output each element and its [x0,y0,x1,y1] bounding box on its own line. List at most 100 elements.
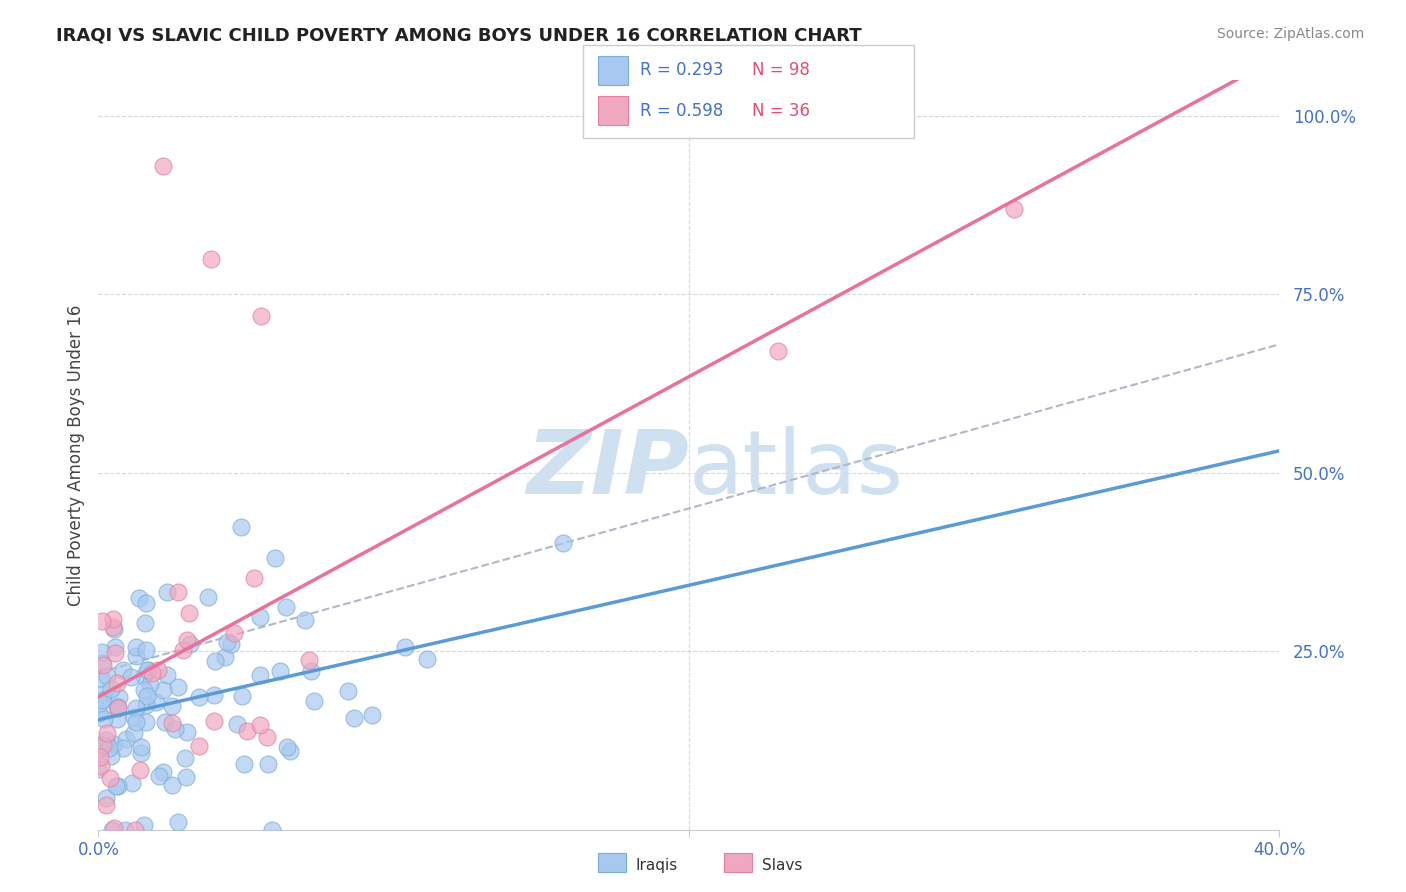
Point [177,606,200,620]
Point [103,622,125,636]
Point [235,723,257,738]
Point [132,682,155,697]
Point [89,741,111,756]
Point [107,780,129,794]
Point [105,700,128,714]
Point [105,676,128,690]
Point [100,749,122,764]
Point [120,670,142,684]
Point [103,737,125,751]
Point [103,822,125,836]
Point [166,815,188,830]
Point [96,668,118,682]
Point [152,683,174,698]
Point [221,637,243,651]
Point [174,770,197,784]
Point [90,758,112,772]
Point [200,252,222,266]
Point [148,769,170,783]
Point [128,591,150,605]
Point [551,536,574,550]
Point [298,653,321,667]
Text: atlas: atlas [689,426,904,514]
Point [243,571,266,585]
Point [416,652,439,666]
Point [103,619,125,633]
Point [103,640,125,655]
Point [111,741,134,756]
Point [257,756,280,771]
Point [94,733,117,747]
Point [215,635,238,649]
Point [122,726,145,740]
Point [91,657,114,671]
Point [134,818,156,832]
Point [274,599,297,614]
Point [124,822,146,837]
Point [294,613,316,627]
Point [90,692,112,706]
Point [87,706,110,720]
Point [129,763,152,777]
Point [124,649,146,664]
Point [89,750,111,764]
Point [134,669,156,683]
Point [336,683,359,698]
Point [197,590,219,604]
Text: Iraqis: Iraqis [636,858,678,872]
Point [104,646,127,660]
Point [176,724,198,739]
Point [394,640,416,655]
Point [105,712,128,726]
Point [114,822,136,837]
Point [278,744,301,758]
Point [97,741,120,756]
Point [136,689,159,703]
Point [299,664,322,678]
Point [304,693,326,707]
Point [91,657,114,672]
Point [249,717,271,731]
Text: Slavs: Slavs [762,858,803,872]
Point [231,520,253,534]
Point [260,822,283,837]
Point [163,723,186,737]
Point [107,701,129,715]
Point [105,779,128,793]
Point [135,642,157,657]
Point [256,730,278,744]
Point [167,585,190,599]
Text: R = 0.598: R = 0.598 [640,102,723,120]
Point [90,671,112,685]
Point [87,762,110,776]
Point [129,747,152,761]
Text: N = 36: N = 36 [752,102,810,120]
Point [160,778,183,792]
Point [179,637,201,651]
Text: ZIP: ZIP [526,426,689,514]
Point [269,664,291,678]
Point [226,716,249,731]
Point [146,663,169,677]
Point [96,726,118,740]
Point [108,690,131,704]
Text: R = 0.293: R = 0.293 [640,62,723,79]
Point [232,757,254,772]
Point [134,616,156,631]
Point [94,791,117,805]
Point [156,668,179,682]
Point [122,710,145,724]
Point [89,696,111,710]
Point [125,714,148,729]
Point [766,344,789,359]
Point [250,309,273,323]
Point [231,689,253,703]
Point [101,612,124,626]
Point [121,776,143,790]
Point [342,711,364,725]
Point [93,738,115,752]
Point [153,714,176,729]
Point [100,822,122,837]
Point [1002,202,1025,216]
Text: Source: ZipAtlas.com: Source: ZipAtlas.com [1216,27,1364,41]
